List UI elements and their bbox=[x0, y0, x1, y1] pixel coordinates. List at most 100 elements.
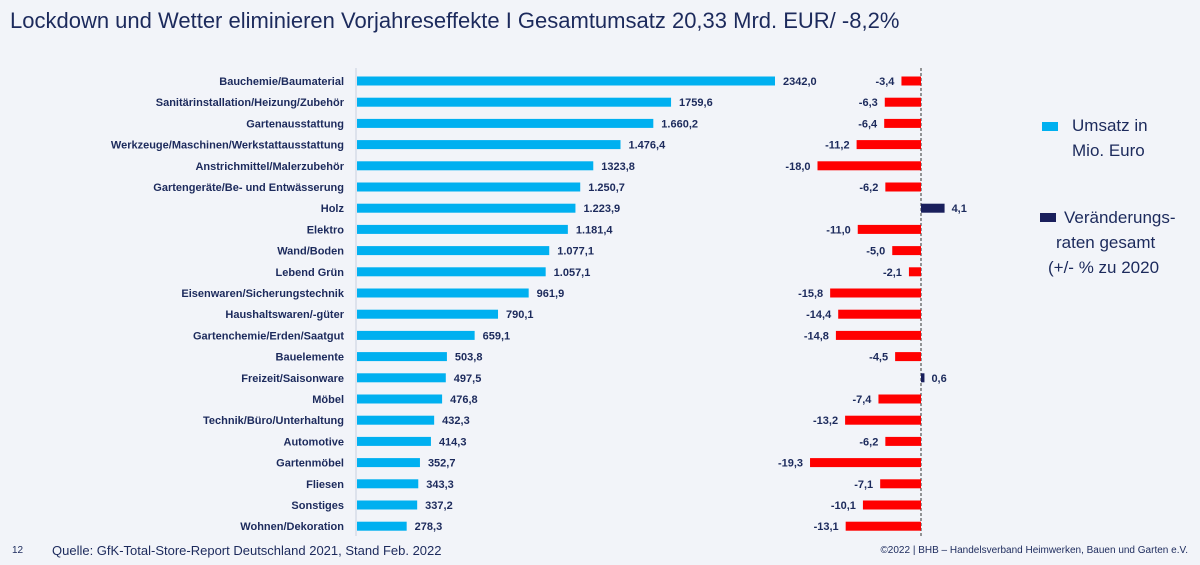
category-label: Elektro bbox=[307, 224, 345, 236]
legend-veraenderung: Veränderungs- raten gesamt (+/- % zu 202… bbox=[1048, 205, 1176, 280]
change-label: -6,3 bbox=[859, 97, 878, 109]
umsatz-bar bbox=[357, 246, 550, 256]
change-label: -2,1 bbox=[883, 267, 902, 279]
umsatz-bar bbox=[357, 521, 407, 531]
legend-umsatz: Umsatz in Mio. Euro bbox=[1072, 113, 1148, 163]
umsatz-bar bbox=[357, 76, 775, 86]
change-label: -13,2 bbox=[813, 415, 838, 427]
change-bar bbox=[878, 394, 921, 404]
umsatz-label: 503,8 bbox=[455, 352, 483, 364]
category-label: Werkzeuge/Maschinen/Werkstattausstattung bbox=[111, 140, 344, 152]
umsatz-bar bbox=[357, 97, 672, 107]
copyright: ©2022 | BHB – Handelsverband Heimwerken,… bbox=[880, 545, 1188, 556]
category-label: Sonstiges bbox=[291, 500, 344, 512]
change-label: 0,6 bbox=[931, 373, 946, 385]
category-label: Freizeit/Saisonware bbox=[241, 373, 344, 385]
category-label: Gartenausstattung bbox=[246, 118, 344, 130]
change-label: -4,5 bbox=[869, 352, 888, 364]
change-bar bbox=[921, 203, 945, 213]
change-label: -13,1 bbox=[814, 521, 839, 533]
umsatz-label: 497,5 bbox=[454, 373, 482, 385]
umsatz-bar bbox=[357, 479, 419, 489]
umsatz-bar bbox=[357, 203, 576, 213]
change-bar bbox=[830, 288, 921, 298]
change-label: -19,3 bbox=[778, 458, 803, 470]
category-label: Bauchemie/Baumaterial bbox=[219, 76, 344, 88]
umsatz-label: 343,3 bbox=[426, 479, 454, 491]
umsatz-bar bbox=[357, 224, 568, 234]
umsatz-label: 1.476,4 bbox=[629, 140, 667, 152]
change-label: -6,2 bbox=[859, 436, 878, 448]
change-bar bbox=[884, 97, 921, 107]
umsatz-label: 1.077,1 bbox=[557, 246, 594, 258]
category-label: Holz bbox=[321, 203, 345, 215]
umsatz-label: 659,1 bbox=[483, 330, 511, 342]
change-bar bbox=[901, 76, 921, 86]
umsatz-label: 1.223,9 bbox=[583, 203, 620, 215]
category-label: Gartengeräte/Be- und Entwässerung bbox=[153, 182, 344, 194]
umsatz-label: 790,1 bbox=[506, 309, 534, 321]
source-note: Quelle: GfK-Total-Store-Report Deutschla… bbox=[52, 543, 442, 558]
change-bar bbox=[856, 140, 921, 150]
legend-swatch-umsatz bbox=[1042, 122, 1058, 131]
change-label: -14,4 bbox=[806, 309, 832, 321]
umsatz-bar bbox=[357, 500, 418, 510]
change-bar bbox=[845, 415, 921, 425]
umsatz-bar bbox=[357, 352, 447, 362]
change-bar bbox=[908, 267, 921, 277]
umsatz-label: 278,3 bbox=[415, 521, 443, 533]
change-bar bbox=[880, 479, 921, 489]
change-label: -7,4 bbox=[852, 394, 872, 406]
change-bar bbox=[884, 118, 921, 128]
chart-title: Lockdown und Wetter eliminieren Vorjahre… bbox=[10, 8, 900, 33]
category-label: Lebend Grün bbox=[276, 267, 345, 279]
category-label: Technik/Büro/Unterhaltung bbox=[203, 415, 344, 427]
category-label: Wand/Boden bbox=[277, 246, 344, 258]
change-bar bbox=[892, 246, 921, 256]
umsatz-bar bbox=[357, 161, 594, 171]
umsatz-label: 352,7 bbox=[428, 458, 456, 470]
umsatz-label: 337,2 bbox=[425, 500, 453, 512]
umsatz-bar bbox=[357, 458, 420, 468]
legend-text: Umsatz in bbox=[1072, 116, 1148, 135]
umsatz-bar bbox=[357, 309, 499, 319]
change-bar bbox=[845, 521, 921, 531]
category-label: Anstrichmittel/Malerzubehör bbox=[195, 161, 344, 173]
umsatz-label: 1323,8 bbox=[601, 161, 635, 173]
umsatz-label: 414,3 bbox=[439, 436, 467, 448]
umsatz-label: 2342,0 bbox=[783, 76, 817, 88]
umsatz-label: 1.181,4 bbox=[576, 224, 614, 236]
umsatz-bar bbox=[357, 330, 475, 340]
legend-swatch-veraenderung bbox=[1040, 213, 1056, 222]
change-bar bbox=[885, 436, 921, 446]
change-label: -6,2 bbox=[859, 182, 878, 194]
change-bar bbox=[862, 500, 921, 510]
umsatz-bar bbox=[357, 182, 581, 192]
category-label: Gartenmöbel bbox=[276, 458, 344, 470]
umsatz-label: 1.250,7 bbox=[588, 182, 625, 194]
category-label: Haushaltswaren/-güter bbox=[225, 309, 344, 321]
umsatz-bar bbox=[357, 394, 443, 404]
legend-text: Mio. Euro bbox=[1072, 141, 1145, 160]
change-bar bbox=[810, 458, 921, 468]
category-label: Automotive bbox=[284, 436, 345, 448]
change-label: -15,8 bbox=[798, 288, 823, 300]
category-label: Sanitärinstallation/Heizung/Zubehör bbox=[156, 97, 345, 109]
change-label: -7,1 bbox=[854, 479, 873, 491]
change-label: -11,0 bbox=[826, 224, 850, 236]
category-label: Wohnen/Dekoration bbox=[240, 521, 344, 533]
legend-text: (+/- % zu 2020 bbox=[1048, 258, 1160, 277]
umsatz-bar bbox=[357, 415, 435, 425]
change-label: 4,1 bbox=[952, 203, 967, 215]
category-label: Bauelemente bbox=[276, 352, 344, 364]
umsatz-label: 432,3 bbox=[442, 415, 470, 427]
umsatz-bar bbox=[357, 140, 621, 150]
change-label: -10,1 bbox=[831, 500, 856, 512]
change-label: -5,0 bbox=[866, 246, 885, 258]
change-bar bbox=[835, 330, 921, 340]
change-label: -3,4 bbox=[875, 76, 895, 88]
umsatz-label: 1759,6 bbox=[679, 97, 713, 109]
umsatz-bar bbox=[357, 436, 431, 446]
page-number: 12 bbox=[12, 545, 24, 556]
